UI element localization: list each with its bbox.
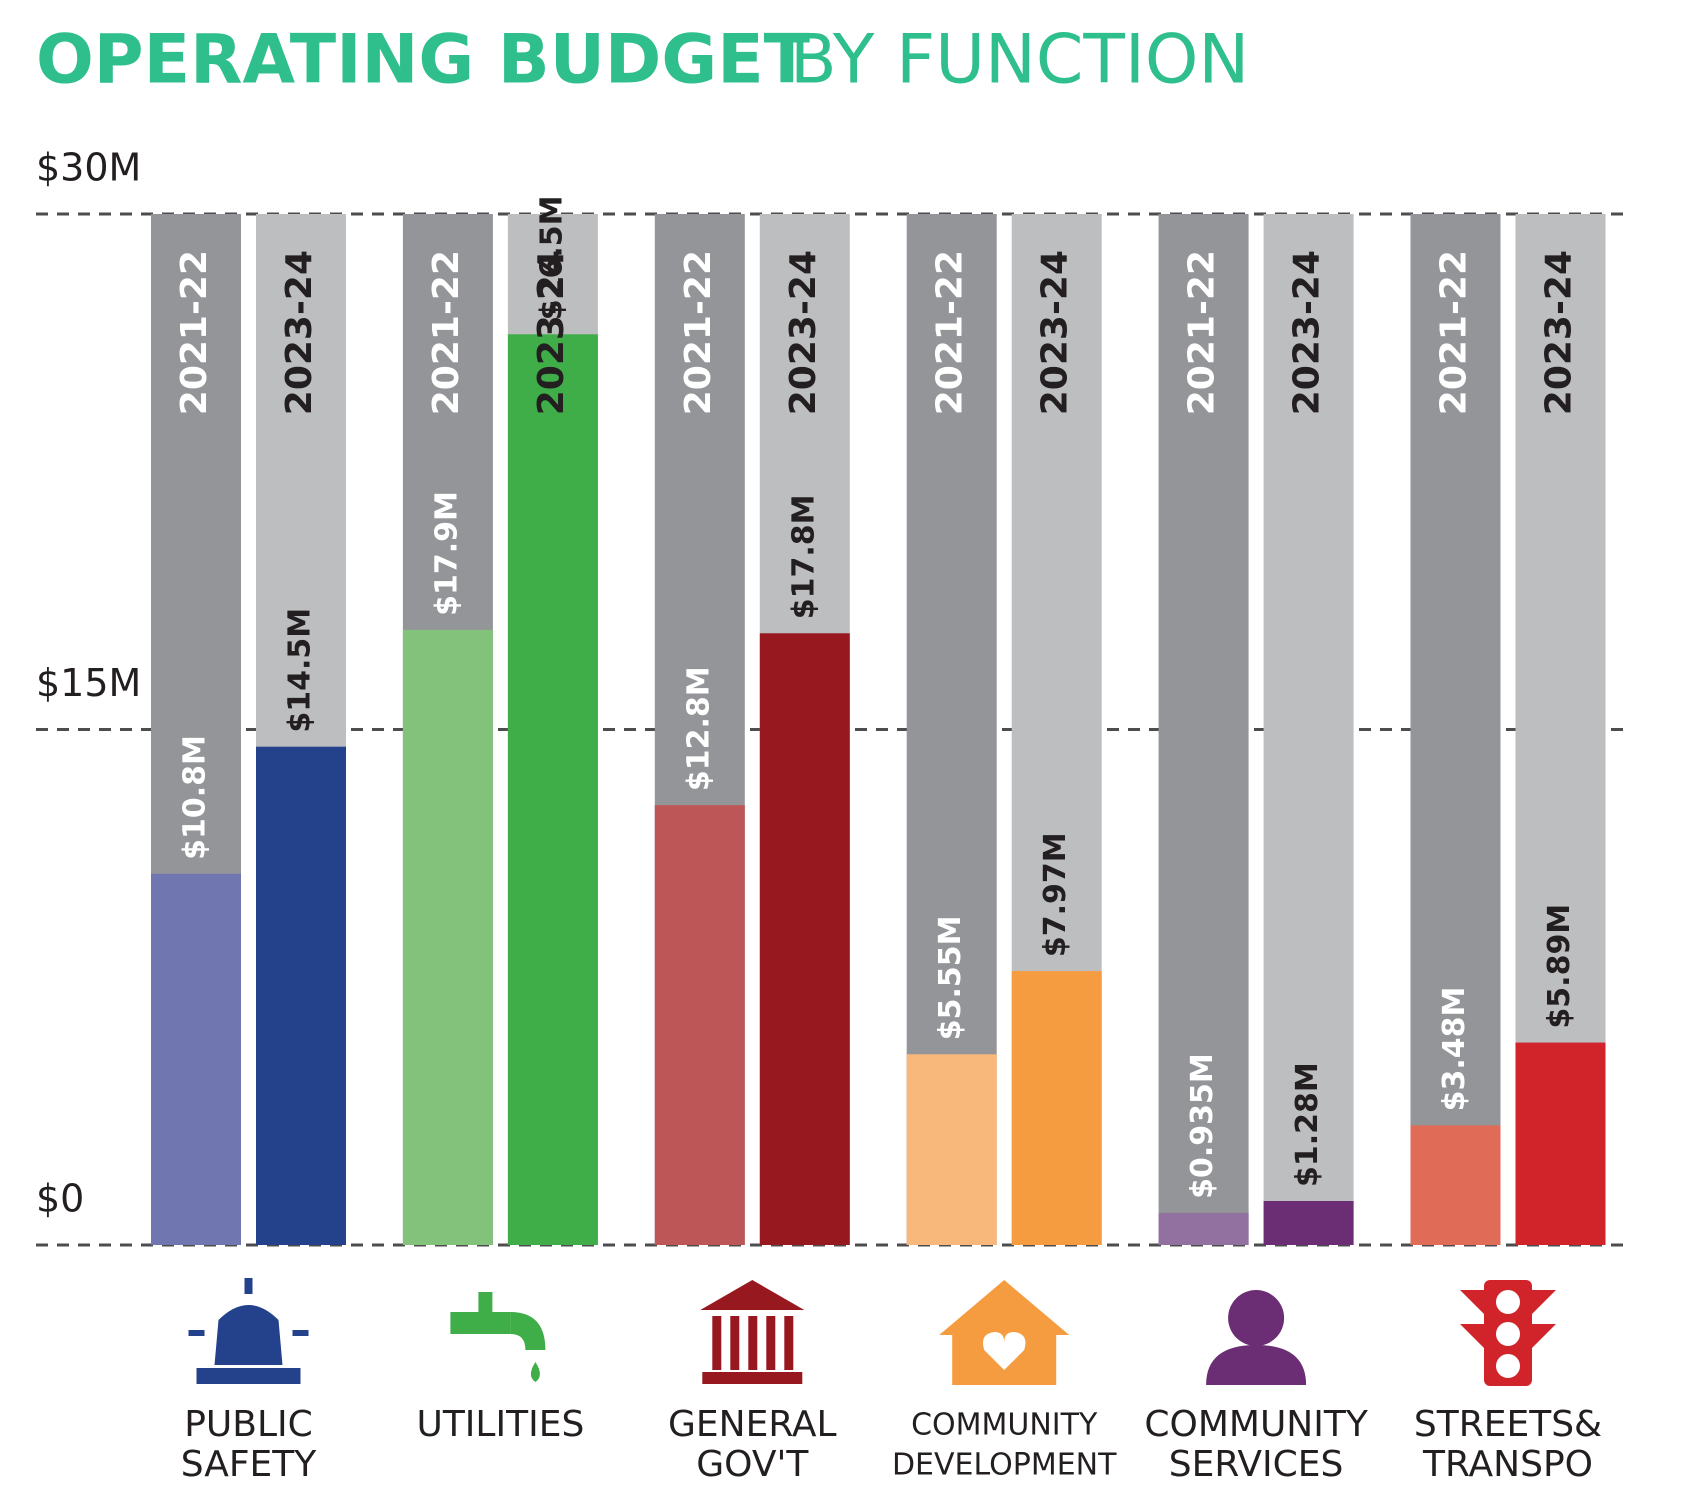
series-label: 2021-22 (426, 250, 467, 415)
value-label: $1.28M (1290, 1062, 1325, 1187)
icon-shape (292, 1330, 309, 1336)
icon-shape (1496, 1322, 1520, 1346)
bar-background (1410, 214, 1501, 1245)
series-label: 2023-24 (531, 250, 572, 415)
y-tick-label: $30M (36, 146, 141, 190)
icon-shape (784, 1316, 794, 1370)
value-label: $17.8M (786, 495, 821, 620)
icon-shape (1228, 1290, 1285, 1346)
value-label: $10.8M (178, 735, 213, 860)
x-tick-label: PUBLIC (184, 1404, 313, 1445)
x-tick-label: UTILITIES (416, 1404, 584, 1445)
bar (1011, 971, 1102, 1245)
chart-subtitle: BY FUNCTION (790, 21, 1249, 100)
x-tick-label: SAFETY (181, 1444, 318, 1485)
icon-shape (712, 1316, 722, 1370)
value-label: $0.935M (1185, 1053, 1220, 1199)
series-label: 2021-22 (174, 250, 215, 415)
bar (906, 1054, 997, 1245)
series-label: 2021-22 (1182, 250, 1223, 415)
bar (759, 633, 850, 1245)
icon-shape (748, 1316, 758, 1370)
y-tick-label: $0 (36, 1177, 84, 1221)
bar-background (1263, 214, 1354, 1245)
bar (256, 746, 346, 1245)
icon-shape (510, 1312, 546, 1350)
bar (1263, 1201, 1354, 1245)
icon-shape (196, 1368, 301, 1384)
bar (151, 873, 241, 1245)
series-label: 2023-24 (1035, 250, 1076, 415)
series-label: 2023-24 (1539, 250, 1580, 415)
icon-shape (1496, 1354, 1520, 1378)
category-icon (939, 1280, 1070, 1385)
icon-shape (530, 1362, 540, 1382)
x-tick-label: GENERAL (668, 1404, 837, 1445)
category-icon (188, 1278, 309, 1384)
value-label: $12.8M (681, 666, 716, 791)
category-icon (450, 1292, 546, 1382)
icon-shape (982, 1332, 1026, 1370)
icon-shape (702, 1372, 803, 1384)
value-label: $17.9M (429, 491, 464, 616)
icon-shape (766, 1316, 776, 1370)
bar (1515, 1042, 1606, 1245)
icon-shape (1460, 1290, 1556, 1348)
icon-shape (214, 1305, 283, 1365)
series-label: 2023-24 (1287, 250, 1328, 415)
value-label: $14.5M (283, 608, 318, 733)
category-icon (1460, 1280, 1556, 1386)
bar-background (1158, 214, 1249, 1245)
icon-shape (188, 1330, 205, 1336)
x-tick-label: TRANSPO (1422, 1444, 1593, 1485)
bar (402, 629, 493, 1245)
bar (1158, 1212, 1249, 1245)
series-label: 2023-24 (783, 250, 824, 415)
icon-shape (1496, 1290, 1520, 1314)
icon-shape (244, 1278, 253, 1294)
series-label: 2021-22 (930, 250, 971, 415)
value-label: $7.97M (1038, 832, 1073, 957)
icon-shape (450, 1312, 511, 1334)
x-tick-label: DEVELOPMENT (892, 1448, 1117, 1483)
bar (1410, 1125, 1501, 1245)
value-label: $5.55M (933, 916, 968, 1041)
bar (507, 334, 598, 1245)
x-tick-label: COMMUNITY (911, 1408, 1098, 1443)
x-tick-label: STREETS& (1414, 1404, 1602, 1445)
value-label: $26.5M (534, 196, 569, 321)
category-icon (1206, 1290, 1307, 1385)
bar (654, 805, 745, 1245)
value-label: $3.48M (1437, 987, 1472, 1112)
icon-shape (730, 1316, 740, 1370)
x-tick-label: SERVICES (1169, 1444, 1344, 1485)
y-tick-label: $15M (36, 661, 141, 705)
category-icon (700, 1280, 805, 1384)
icon-shape (939, 1280, 1070, 1385)
icon-shape (700, 1280, 805, 1310)
icon-shape (478, 1292, 493, 1312)
series-label: 2021-22 (1434, 250, 1475, 415)
chart-title: OPERATING BUDGET (36, 21, 811, 100)
series-label: 2023-24 (279, 250, 320, 415)
series-label: 2021-22 (678, 250, 719, 415)
icon-shape (1206, 1345, 1307, 1385)
x-tick-label: COMMUNITY (1144, 1404, 1368, 1445)
value-label: $5.89M (1542, 904, 1577, 1029)
x-tick-label: GOV'T (696, 1444, 809, 1485)
